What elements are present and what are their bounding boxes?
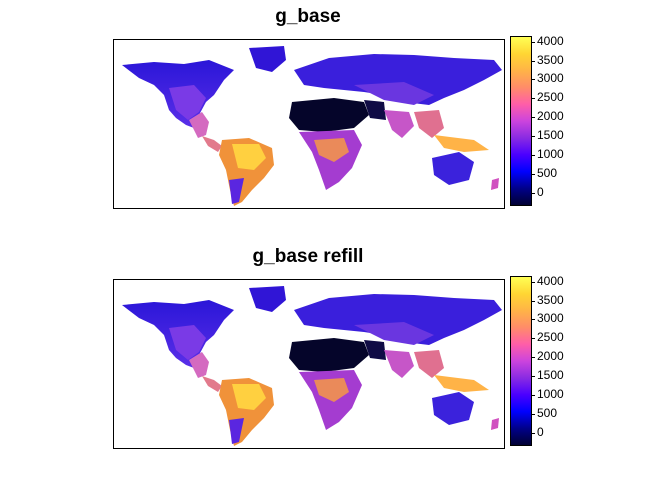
legend-tick-mark: [531, 357, 535, 359]
plot-panel-2: g_base refill: [0, 240, 672, 480]
panel-title: g_base: [275, 6, 341, 27]
legend-tick-label: 0: [537, 424, 544, 439]
legend-tick-mark: [531, 432, 535, 434]
legend-tick-mark: [531, 281, 535, 283]
legend-tick-label: 500: [537, 165, 558, 180]
legend-tick-label: 3500: [537, 52, 564, 67]
legend-tick-mark: [531, 319, 535, 321]
legend-color-bar: [511, 277, 531, 445]
legend-tick-label: 2000: [537, 109, 564, 124]
color-legend: [510, 36, 532, 206]
legend-tick-mark: [531, 394, 535, 396]
legend-tick-label: 2500: [537, 90, 564, 105]
legend-tick-label: 1000: [537, 146, 564, 161]
legend-tick-label: 1500: [537, 128, 564, 143]
legend-tick-mark: [531, 136, 535, 138]
legend-color-bar: [511, 37, 531, 205]
legend-tick-label: 2500: [537, 330, 564, 345]
legend-tick-mark: [531, 413, 535, 415]
legend-tick-mark: [531, 300, 535, 302]
world-map-raster: [122, 286, 502, 446]
legend-tick-mark: [531, 338, 535, 340]
legend-tick-label: 1500: [537, 368, 564, 383]
legend-ticks: 4000 3500 3000 2500 2000 1500 1000 500 0: [531, 33, 591, 204]
legend-tick-mark: [531, 173, 535, 175]
legend-tick-label: 3000: [537, 311, 564, 326]
legend-tick-label: 0: [537, 184, 544, 199]
legend-tick-label: 4000: [537, 273, 564, 288]
legend-tick-label: 2000: [537, 349, 564, 364]
plot-panel-1: g_base: [113, 6, 591, 209]
legend-tick-mark: [531, 154, 535, 156]
legend-tick-mark: [531, 41, 535, 43]
legend-tick-label: 3000: [537, 71, 564, 86]
legend-tick-label: 4000: [537, 33, 564, 48]
legend-tick-mark: [531, 60, 535, 62]
legend-tick-mark: [531, 98, 535, 100]
panel-title: g_base refill: [252, 246, 364, 267]
legend-tick-label: 1000: [537, 386, 564, 401]
legend-tick-mark: [531, 117, 535, 119]
raster-map: [113, 39, 505, 209]
legend-tick-mark: [531, 192, 535, 194]
raster-map: [113, 279, 505, 449]
legend-ticks: 4000 3500 3000 2500 2000 1500 1000 500 0: [531, 273, 591, 444]
world-map-raster: [122, 46, 502, 206]
color-legend: [510, 276, 532, 446]
legend-tick-mark: [531, 376, 535, 378]
legend-tick-mark: [531, 79, 535, 81]
legend-tick-label: 3500: [537, 292, 564, 307]
legend-tick-label: 500: [537, 405, 558, 420]
